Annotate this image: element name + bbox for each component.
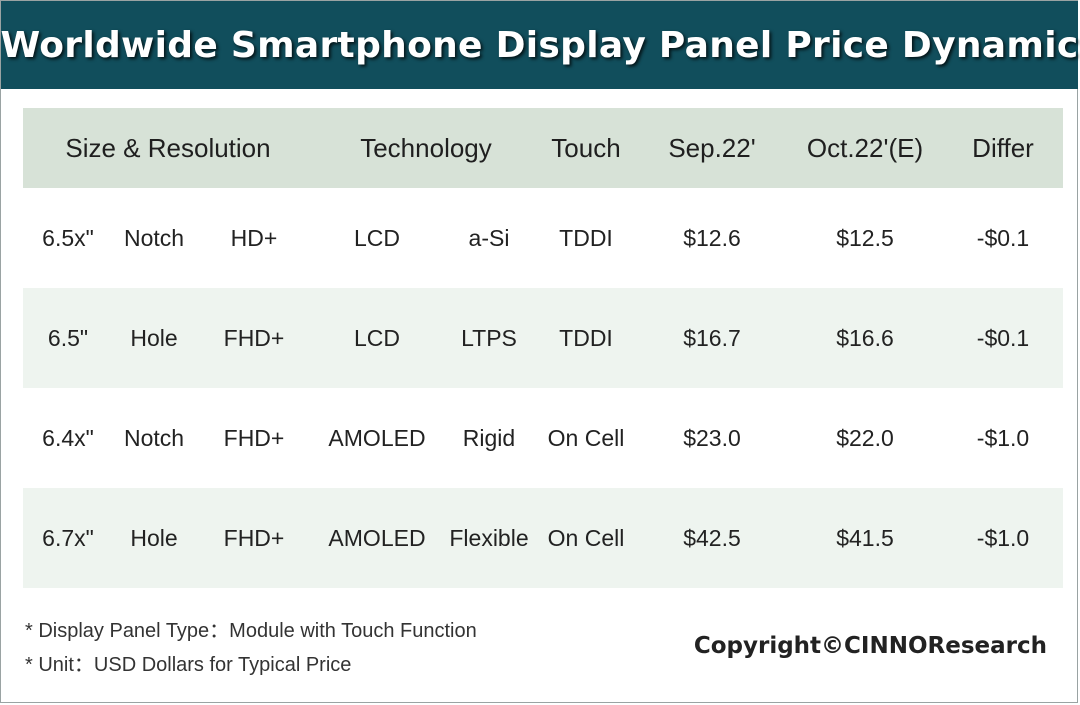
- table-row: 6.7x" Hole FHD+ AMOLED Flexible On Cell $42.5 $…: [23, 488, 1063, 588]
- cell-sep22-price: $12.6: [683, 224, 741, 251]
- cell-oct22e-price: $41.5: [836, 524, 894, 551]
- cell-resolution: FHD+: [223, 524, 285, 551]
- cell-sep22-price: $42.5: [683, 524, 741, 551]
- cell-touch: On Cell: [547, 524, 625, 551]
- cell-notch-type: Notch: [123, 224, 185, 251]
- cell-panel-tech: AMOLED: [328, 524, 426, 551]
- cell-touch: TDDI: [559, 224, 613, 251]
- cell-size: 6.5x": [42, 224, 94, 251]
- cell-touch: On Cell: [547, 424, 625, 451]
- cell-oct22e-price: $22.0: [836, 424, 894, 451]
- cell-size: 6.7x": [42, 524, 94, 551]
- cell-backplane: LTPS: [461, 324, 517, 351]
- cell-size: 6.5": [47, 324, 89, 351]
- cell-differ: -$1.0: [976, 524, 1030, 551]
- footnote-unit: * Unit：USD Dollars for Typical Price: [25, 654, 352, 676]
- cell-differ: -$1.0: [976, 424, 1030, 451]
- header-technology: Technology: [360, 132, 492, 163]
- copyright-label: Copyright©CINNOResearch: [693, 633, 1047, 659]
- cell-oct22e-price: $12.5: [836, 224, 894, 251]
- cell-touch: TDDI: [559, 324, 613, 351]
- cell-notch-type: Hole: [130, 324, 178, 351]
- header-sep22: Sep.22': [668, 132, 756, 163]
- table-row: 6.5" Hole FHD+ LCD LTPS TDDI $16.7 $16.6 -$0.1: [23, 288, 1063, 388]
- cell-panel-tech: LCD: [353, 224, 401, 251]
- footnote-panel-type: * Display Panel Type：Module with Touch F…: [25, 620, 477, 642]
- title-bar: Worldwide Smartphone Display Panel Price…: [1, 1, 1078, 89]
- table-row: 6.5x" Notch HD+ LCD a-Si TDDI $12.6 $12.5 -$0.1: [23, 188, 1063, 288]
- cell-backplane: Rigid: [462, 424, 516, 451]
- cell-panel-tech: AMOLED: [328, 424, 426, 451]
- cell-size: 6.4x": [42, 424, 94, 451]
- cell-oct22e-price: $16.6: [836, 324, 894, 351]
- cell-differ: -$0.1: [976, 224, 1030, 251]
- header-differ: Differ: [972, 132, 1034, 163]
- cell-resolution: FHD+: [223, 324, 285, 351]
- chart-title: Worldwide Smartphone Display Panel Price…: [0, 24, 1079, 66]
- cell-resolution: HD+: [230, 224, 278, 251]
- cell-sep22-price: $16.7: [683, 324, 741, 351]
- cell-backplane: a-Si: [468, 224, 510, 251]
- header-size-resolution: Size & Resolution: [65, 132, 271, 163]
- cell-backplane: Flexible: [449, 524, 529, 551]
- header-touch: Touch: [551, 132, 621, 163]
- price-table: Size & Resolution Technology Touch Sep.2…: [23, 108, 1063, 588]
- header-oct22e: Oct.22'(E): [806, 132, 924, 163]
- cell-resolution: FHD+: [223, 424, 285, 451]
- table-header-row: Size & Resolution Technology Touch Sep.2…: [23, 108, 1063, 188]
- table-row: 6.4x" Notch FHD+ AMOLED Rigid On Cell $23.0 $22…: [23, 388, 1063, 488]
- cell-notch-type: Notch: [123, 424, 185, 451]
- cell-sep22-price: $23.0: [683, 424, 741, 451]
- cell-notch-type: Hole: [130, 524, 178, 551]
- cell-differ: -$0.1: [976, 324, 1030, 351]
- cell-panel-tech: LCD: [353, 324, 401, 351]
